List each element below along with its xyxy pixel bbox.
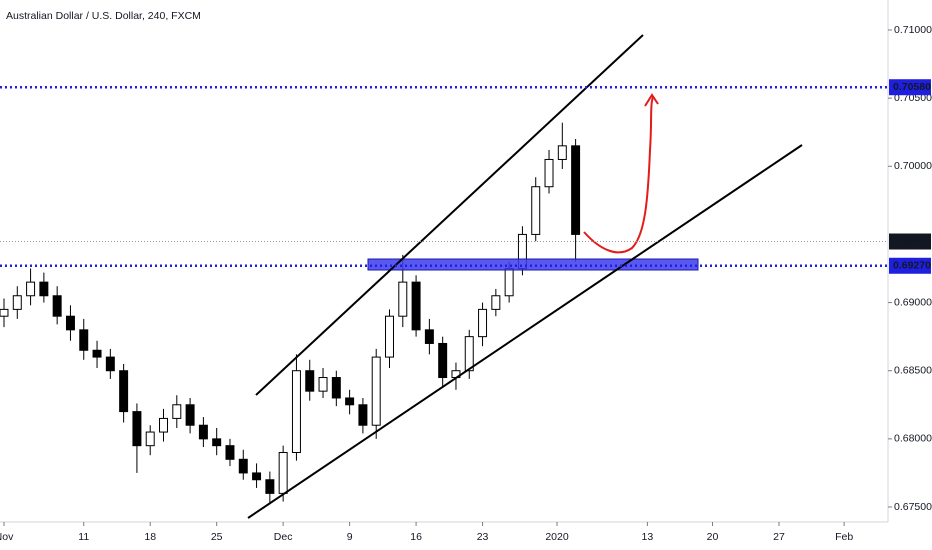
candle-body bbox=[225, 445, 235, 460]
candle-body bbox=[0, 308, 9, 317]
x-tick-label: 11 bbox=[78, 531, 89, 543]
candle-body bbox=[411, 281, 421, 331]
candle-body bbox=[464, 336, 474, 372]
candle-body bbox=[318, 377, 328, 392]
level-label-box bbox=[889, 79, 931, 96]
chart-title: Australian Dollar / U.S. Dollar, 240, FX… bbox=[6, 10, 201, 22]
candle-body bbox=[198, 424, 208, 440]
x-tick-label: Dec bbox=[274, 531, 293, 543]
candle-body bbox=[79, 329, 89, 351]
x-tick-label: 2020 bbox=[545, 531, 569, 543]
candle-body bbox=[172, 404, 182, 419]
x-tick-label: 27 bbox=[773, 531, 785, 543]
x-tick-label: 20 bbox=[707, 531, 719, 543]
candle-body bbox=[358, 404, 368, 426]
channel-upper bbox=[255, 34, 644, 396]
candle-body bbox=[531, 186, 541, 235]
candle-body bbox=[65, 315, 75, 331]
candle-body bbox=[557, 145, 567, 160]
candle-body bbox=[331, 377, 341, 399]
candle-body bbox=[371, 356, 381, 426]
candle-body bbox=[212, 438, 222, 447]
y-tick-label: 0.68000 bbox=[894, 433, 932, 445]
x-tick-label: 13 bbox=[642, 531, 654, 543]
candle-body bbox=[291, 370, 301, 453]
x-tick-label: 9 bbox=[347, 531, 353, 543]
candle-body bbox=[119, 370, 129, 413]
y-tick-label: 0.68500 bbox=[894, 364, 932, 376]
candle-body bbox=[305, 370, 315, 392]
candle-body bbox=[159, 417, 168, 433]
x-tick-label: 23 bbox=[477, 531, 489, 543]
y-tick-label: 0.70000 bbox=[894, 160, 932, 172]
candle-body bbox=[345, 397, 355, 406]
candle-body bbox=[39, 281, 49, 297]
level-label-box bbox=[889, 233, 931, 250]
candle-body bbox=[52, 295, 62, 317]
x-tick-label: 25 bbox=[211, 531, 223, 543]
x-tick-label: 16 bbox=[410, 531, 422, 543]
forecast-arrow bbox=[583, 96, 654, 254]
plot-area bbox=[0, 122, 581, 505]
candle-body bbox=[398, 281, 408, 317]
candle-body bbox=[238, 458, 248, 474]
candle-body bbox=[185, 404, 195, 426]
candle-body bbox=[491, 295, 501, 310]
candle-body bbox=[12, 295, 22, 310]
y-tick-label: 0.69000 bbox=[894, 296, 932, 308]
candle-body bbox=[504, 267, 514, 297]
x-tick-label: Feb bbox=[835, 531, 853, 543]
level-label: 0.69448 bbox=[893, 235, 931, 247]
support-zone bbox=[367, 258, 699, 271]
level-label: 0.69270 bbox=[893, 260, 931, 272]
candle-body bbox=[424, 329, 434, 344]
arrow-head bbox=[644, 93, 659, 107]
candle-body bbox=[478, 308, 488, 338]
x-tick-label: Nov bbox=[0, 531, 14, 543]
candle-body bbox=[132, 411, 142, 447]
level-label: 0.70580 bbox=[893, 81, 931, 93]
candle-body bbox=[438, 342, 448, 379]
candle-body bbox=[278, 451, 288, 494]
candle-body bbox=[92, 349, 102, 358]
candle-body bbox=[252, 472, 262, 481]
channel-lower bbox=[247, 144, 803, 519]
candle-body bbox=[145, 431, 155, 447]
level-label-box bbox=[889, 257, 931, 274]
y-tick-label: 0.71000 bbox=[894, 24, 932, 36]
candle-body bbox=[571, 145, 581, 235]
candle-body bbox=[26, 281, 36, 297]
y-tick-label: 0.67500 bbox=[894, 501, 932, 513]
candle-body bbox=[105, 356, 115, 372]
x-tick-label: 18 bbox=[144, 531, 156, 543]
candle-body bbox=[265, 479, 275, 494]
candle-body bbox=[544, 158, 554, 188]
candle-body bbox=[385, 315, 394, 358]
